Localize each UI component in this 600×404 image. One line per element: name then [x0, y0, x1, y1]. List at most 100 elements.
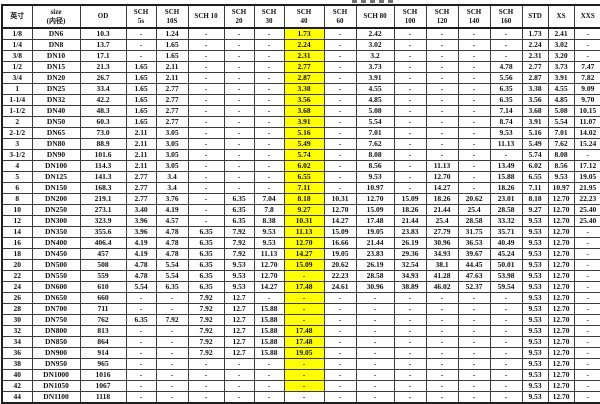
thickness-cell: -	[253, 369, 285, 381]
thickness-cell: -	[323, 380, 357, 392]
table-row: 1 DN25 33.4 1.65 2.77- - -3.38-4.55- - -6.35 3.38…	[1, 83, 600, 95]
thickness-cell: 16.66	[323, 237, 357, 249]
thickness-cell: 2.11	[125, 149, 157, 161]
thickness-cell: -	[573, 369, 600, 381]
thickness-cell: -	[393, 336, 427, 348]
thickness-cell: 9.53	[521, 270, 549, 282]
od-cell: 114.3	[79, 160, 127, 172]
thickness-cell: 19.05	[573, 171, 600, 183]
od-cell: 813	[79, 325, 127, 337]
thickness-cell: -	[155, 303, 189, 315]
thickness-cell: -	[253, 138, 285, 150]
thickness-cell: 12.7	[223, 325, 255, 337]
thickness-cell: -	[187, 39, 225, 51]
thickness-cell: 20.62	[323, 259, 357, 271]
size-inch-cell: 34	[1, 336, 33, 348]
thickness-cell: 14.27	[323, 215, 357, 227]
table-row: 18 DN450 457 4.19 4.78 6.35 7.92 11.13 14.27 19.0…	[1, 248, 600, 260]
thickness-cell: 8.08	[547, 149, 575, 161]
thickness-cell: 47.63	[457, 270, 491, 282]
size-inch-cell: 1/2	[1, 61, 33, 73]
od-cell: 508	[79, 259, 127, 271]
thickness-cell: 17.48	[283, 281, 325, 293]
column-header: STD	[521, 4, 549, 29]
size-dn-cell: DN125	[31, 171, 81, 183]
thickness-cell: 18.26	[489, 182, 523, 194]
thickness-cell: -	[187, 391, 225, 404]
size-inch-cell: 3/4	[1, 72, 33, 84]
thickness-cell: 40.49	[489, 237, 523, 249]
size-inch-cell: 2-1/2	[1, 127, 33, 139]
thickness-cell: 11.13	[253, 248, 285, 260]
thickness-cell: 13.49	[489, 160, 523, 172]
thickness-cell: 5.49	[521, 138, 549, 150]
thickness-cell: -	[253, 61, 285, 73]
thickness-cell: -	[253, 83, 285, 95]
thickness-cell: -	[323, 138, 357, 150]
od-cell: 1016	[79, 369, 127, 381]
size-dn-cell: DN800	[31, 325, 81, 337]
thickness-cell: -	[393, 292, 427, 304]
thickness-cell: 46.02	[425, 281, 459, 293]
thickness-cell: 3.68	[283, 105, 325, 117]
thickness-cell: -	[425, 325, 459, 337]
thickness-cell: -	[393, 127, 427, 139]
thickness-cell: -	[155, 380, 189, 392]
thickness-cell: 3.20	[547, 50, 575, 62]
thickness-cell: 9.53	[521, 369, 549, 381]
thickness-cell: 3.91	[283, 116, 325, 128]
thickness-cell: -	[393, 171, 427, 183]
size-inch-cell: 28	[1, 303, 33, 315]
thickness-cell: 12.70	[547, 204, 575, 216]
thickness-cell: -	[125, 303, 157, 315]
thickness-cell: 10.31	[283, 215, 325, 227]
thickness-cell: 12.70	[547, 215, 575, 227]
table-row: 16 DN400 406.4 4.19 4.78 6.35 7.92 9.53 12.70 16.…	[1, 237, 600, 249]
thickness-cell: -	[155, 369, 189, 381]
thickness-cell: 15.88	[253, 325, 285, 337]
thickness-cell: -	[323, 127, 357, 139]
size-inch-cell: 16	[1, 237, 33, 249]
thickness-cell: 1.65	[125, 105, 157, 117]
thickness-cell: 24.61	[323, 281, 357, 293]
thickness-cell: 5.54	[547, 116, 575, 128]
column-header: SCH 40	[283, 4, 325, 29]
thickness-cell: -	[355, 292, 395, 304]
thickness-cell: 9.53	[521, 314, 549, 326]
thickness-cell: -	[187, 193, 225, 205]
thickness-cell: -	[573, 27, 600, 40]
thickness-cell: 5.74	[521, 149, 549, 161]
thickness-cell: 1.65	[125, 72, 157, 84]
thickness-cell: -	[253, 380, 285, 392]
thickness-cell: -	[489, 380, 523, 392]
thickness-cell: -	[355, 358, 395, 370]
thickness-cell: 52.37	[457, 281, 491, 293]
size-inch-cell: 36	[1, 347, 33, 359]
thickness-cell: 5.49	[283, 138, 325, 150]
thickness-cell: -	[489, 391, 523, 404]
thickness-cell: 2.77	[155, 116, 189, 128]
thickness-cell: -	[187, 50, 225, 62]
thickness-cell: -	[573, 248, 600, 260]
column-header: SCH 20	[223, 4, 255, 29]
size-dn-cell: DN10	[31, 50, 81, 62]
thickness-cell: 9.53	[521, 391, 549, 404]
table-row: 1/2 DN15 21.3 1.65 2.11- - -2.77-3.73- - -4.78 2.…	[1, 61, 600, 73]
thickness-cell: 14.27	[253, 281, 285, 293]
thickness-cell: 22.23	[573, 193, 600, 205]
size-dn-cell: DN32	[31, 94, 81, 106]
thickness-cell: 19.05	[283, 347, 325, 359]
size-dn-cell: DN50	[31, 116, 81, 128]
table-row: 42 DN1050 1067- - - - - - - - - - - -9.53 12.70-	[1, 380, 600, 392]
thickness-cell: 7.47	[573, 61, 600, 73]
thickness-cell: 4.78	[125, 270, 157, 282]
od-cell: 965	[79, 358, 127, 370]
thickness-cell: 4.78	[155, 226, 189, 238]
thickness-cell: -	[425, 347, 459, 359]
thickness-cell: -	[125, 380, 157, 392]
table-row: 28 DN700 711- -7.92 12.7 15.88- - - - - - -9.53 12.7…	[1, 303, 600, 315]
thickness-cell: 9.53	[521, 292, 549, 304]
thickness-cell: -	[283, 369, 325, 381]
thickness-cell: -	[125, 369, 157, 381]
thickness-cell: 23.01	[489, 193, 523, 205]
